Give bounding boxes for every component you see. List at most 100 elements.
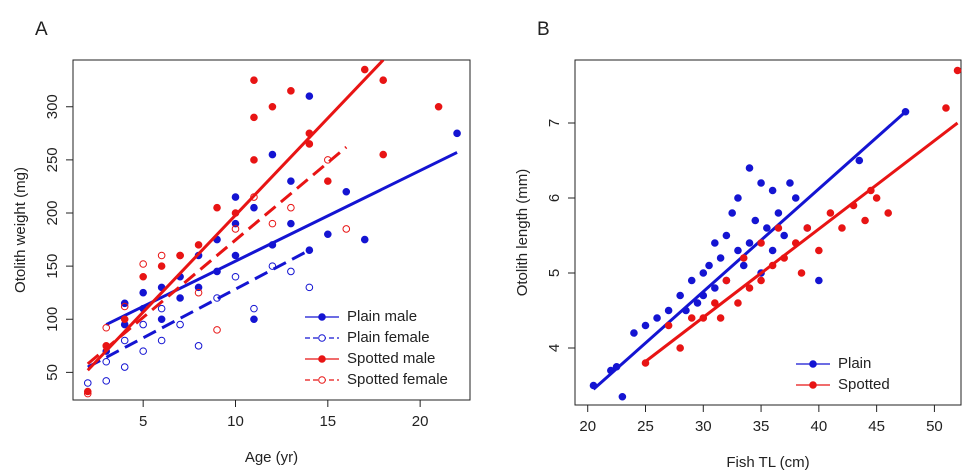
- y-tick-label: 250: [44, 147, 61, 172]
- data-point: [157, 262, 166, 270]
- data-point: [838, 224, 846, 232]
- data-point: [872, 194, 881, 202]
- data-point: [250, 76, 258, 84]
- data-point: [757, 276, 765, 285]
- data-point: [139, 260, 147, 268]
- data-point: [711, 299, 719, 307]
- data-point: [653, 314, 661, 322]
- data-point: [139, 320, 147, 329]
- y-axis-label: Otolith weight (mg): [12, 167, 29, 293]
- data-point: [780, 231, 788, 240]
- data-point: [728, 209, 736, 217]
- y-tick-label: 200: [44, 200, 61, 225]
- data-point: [434, 102, 443, 111]
- data-point: [176, 294, 184, 302]
- data-point: [139, 272, 147, 281]
- data-point: [716, 314, 725, 322]
- data-point: [815, 276, 823, 285]
- data-point: [250, 193, 258, 201]
- data-point: [826, 209, 835, 217]
- fit-line: [86, 145, 348, 366]
- data-point: [734, 194, 742, 202]
- data-point: [305, 92, 314, 100]
- data-point: [157, 336, 166, 345]
- data-point: [734, 299, 742, 307]
- fit-line: [644, 121, 959, 363]
- data-point: [453, 129, 461, 138]
- y-tick-label: 300: [44, 94, 61, 119]
- data-point: [157, 251, 166, 260]
- y-tick-label: 100: [44, 307, 61, 332]
- data-point: [768, 186, 777, 195]
- data-point: [287, 87, 295, 95]
- data-point: [618, 392, 627, 401]
- data-point: [722, 276, 731, 285]
- x-tick-label: 45: [868, 418, 885, 435]
- data-point: [287, 219, 295, 228]
- data-point: [102, 377, 111, 385]
- data-point: [716, 254, 725, 262]
- plot-frame: [72, 59, 471, 401]
- legend-label: Plain: [838, 355, 871, 372]
- x-tick-label: 20: [412, 413, 429, 430]
- x-tick-label: 30: [695, 418, 712, 435]
- data-point: [711, 284, 719, 292]
- panel-label: A: [35, 19, 48, 40]
- data-point: [953, 66, 962, 75]
- x-tick-label: 5: [139, 413, 147, 430]
- x-tick-label: 25: [637, 418, 654, 435]
- data-point: [250, 304, 258, 313]
- fit-line: [105, 151, 458, 326]
- data-point: [630, 329, 638, 337]
- data-point: [884, 209, 892, 217]
- data-point: [745, 164, 754, 172]
- data-point: [194, 283, 203, 292]
- data-point: [815, 246, 823, 255]
- y-tick-label: 7: [546, 119, 563, 127]
- x-tick-label: 20: [579, 418, 596, 435]
- y-tick-label: 150: [44, 254, 61, 279]
- data-point: [693, 299, 702, 307]
- x-tick-label: 15: [319, 413, 336, 430]
- data-point: [102, 323, 111, 332]
- data-point: [768, 246, 777, 255]
- data-point: [287, 267, 295, 276]
- legend-marker: [318, 334, 326, 342]
- data-point: [803, 224, 812, 232]
- x-tick-label: 50: [926, 418, 943, 435]
- legend-label: Spotted female: [347, 371, 448, 388]
- fit-line: [592, 110, 907, 391]
- data-point: [722, 231, 731, 240]
- data-point: [176, 251, 184, 260]
- data-point: [250, 113, 258, 122]
- legend-label: Spotted male: [347, 350, 435, 367]
- data-point: [664, 321, 673, 330]
- data-point: [861, 216, 869, 225]
- legend-marker: [318, 376, 326, 384]
- y-axis-label: Otolith length (mm): [514, 169, 531, 297]
- data-point: [287, 177, 295, 185]
- legend-marker: [318, 313, 326, 321]
- data-point: [139, 347, 147, 355]
- y-tick-label: 6: [546, 194, 563, 202]
- data-point: [102, 357, 111, 366]
- data-point: [757, 239, 765, 247]
- data-point: [305, 140, 314, 148]
- data-point: [268, 219, 277, 228]
- data-point: [791, 194, 800, 202]
- data-point: [250, 315, 258, 324]
- data-point: [664, 306, 673, 315]
- data-point: [120, 315, 129, 324]
- plot-frame: [574, 59, 962, 406]
- data-point: [687, 314, 696, 322]
- data-point: [268, 102, 277, 111]
- y-tick-label: 4: [546, 344, 563, 352]
- data-point: [250, 203, 258, 212]
- data-point: [705, 261, 713, 270]
- data-point: [379, 76, 388, 84]
- x-tick-label: 10: [227, 413, 244, 430]
- data-point: [231, 251, 240, 260]
- data-point: [83, 387, 92, 396]
- legend-label: Plain female: [347, 329, 430, 346]
